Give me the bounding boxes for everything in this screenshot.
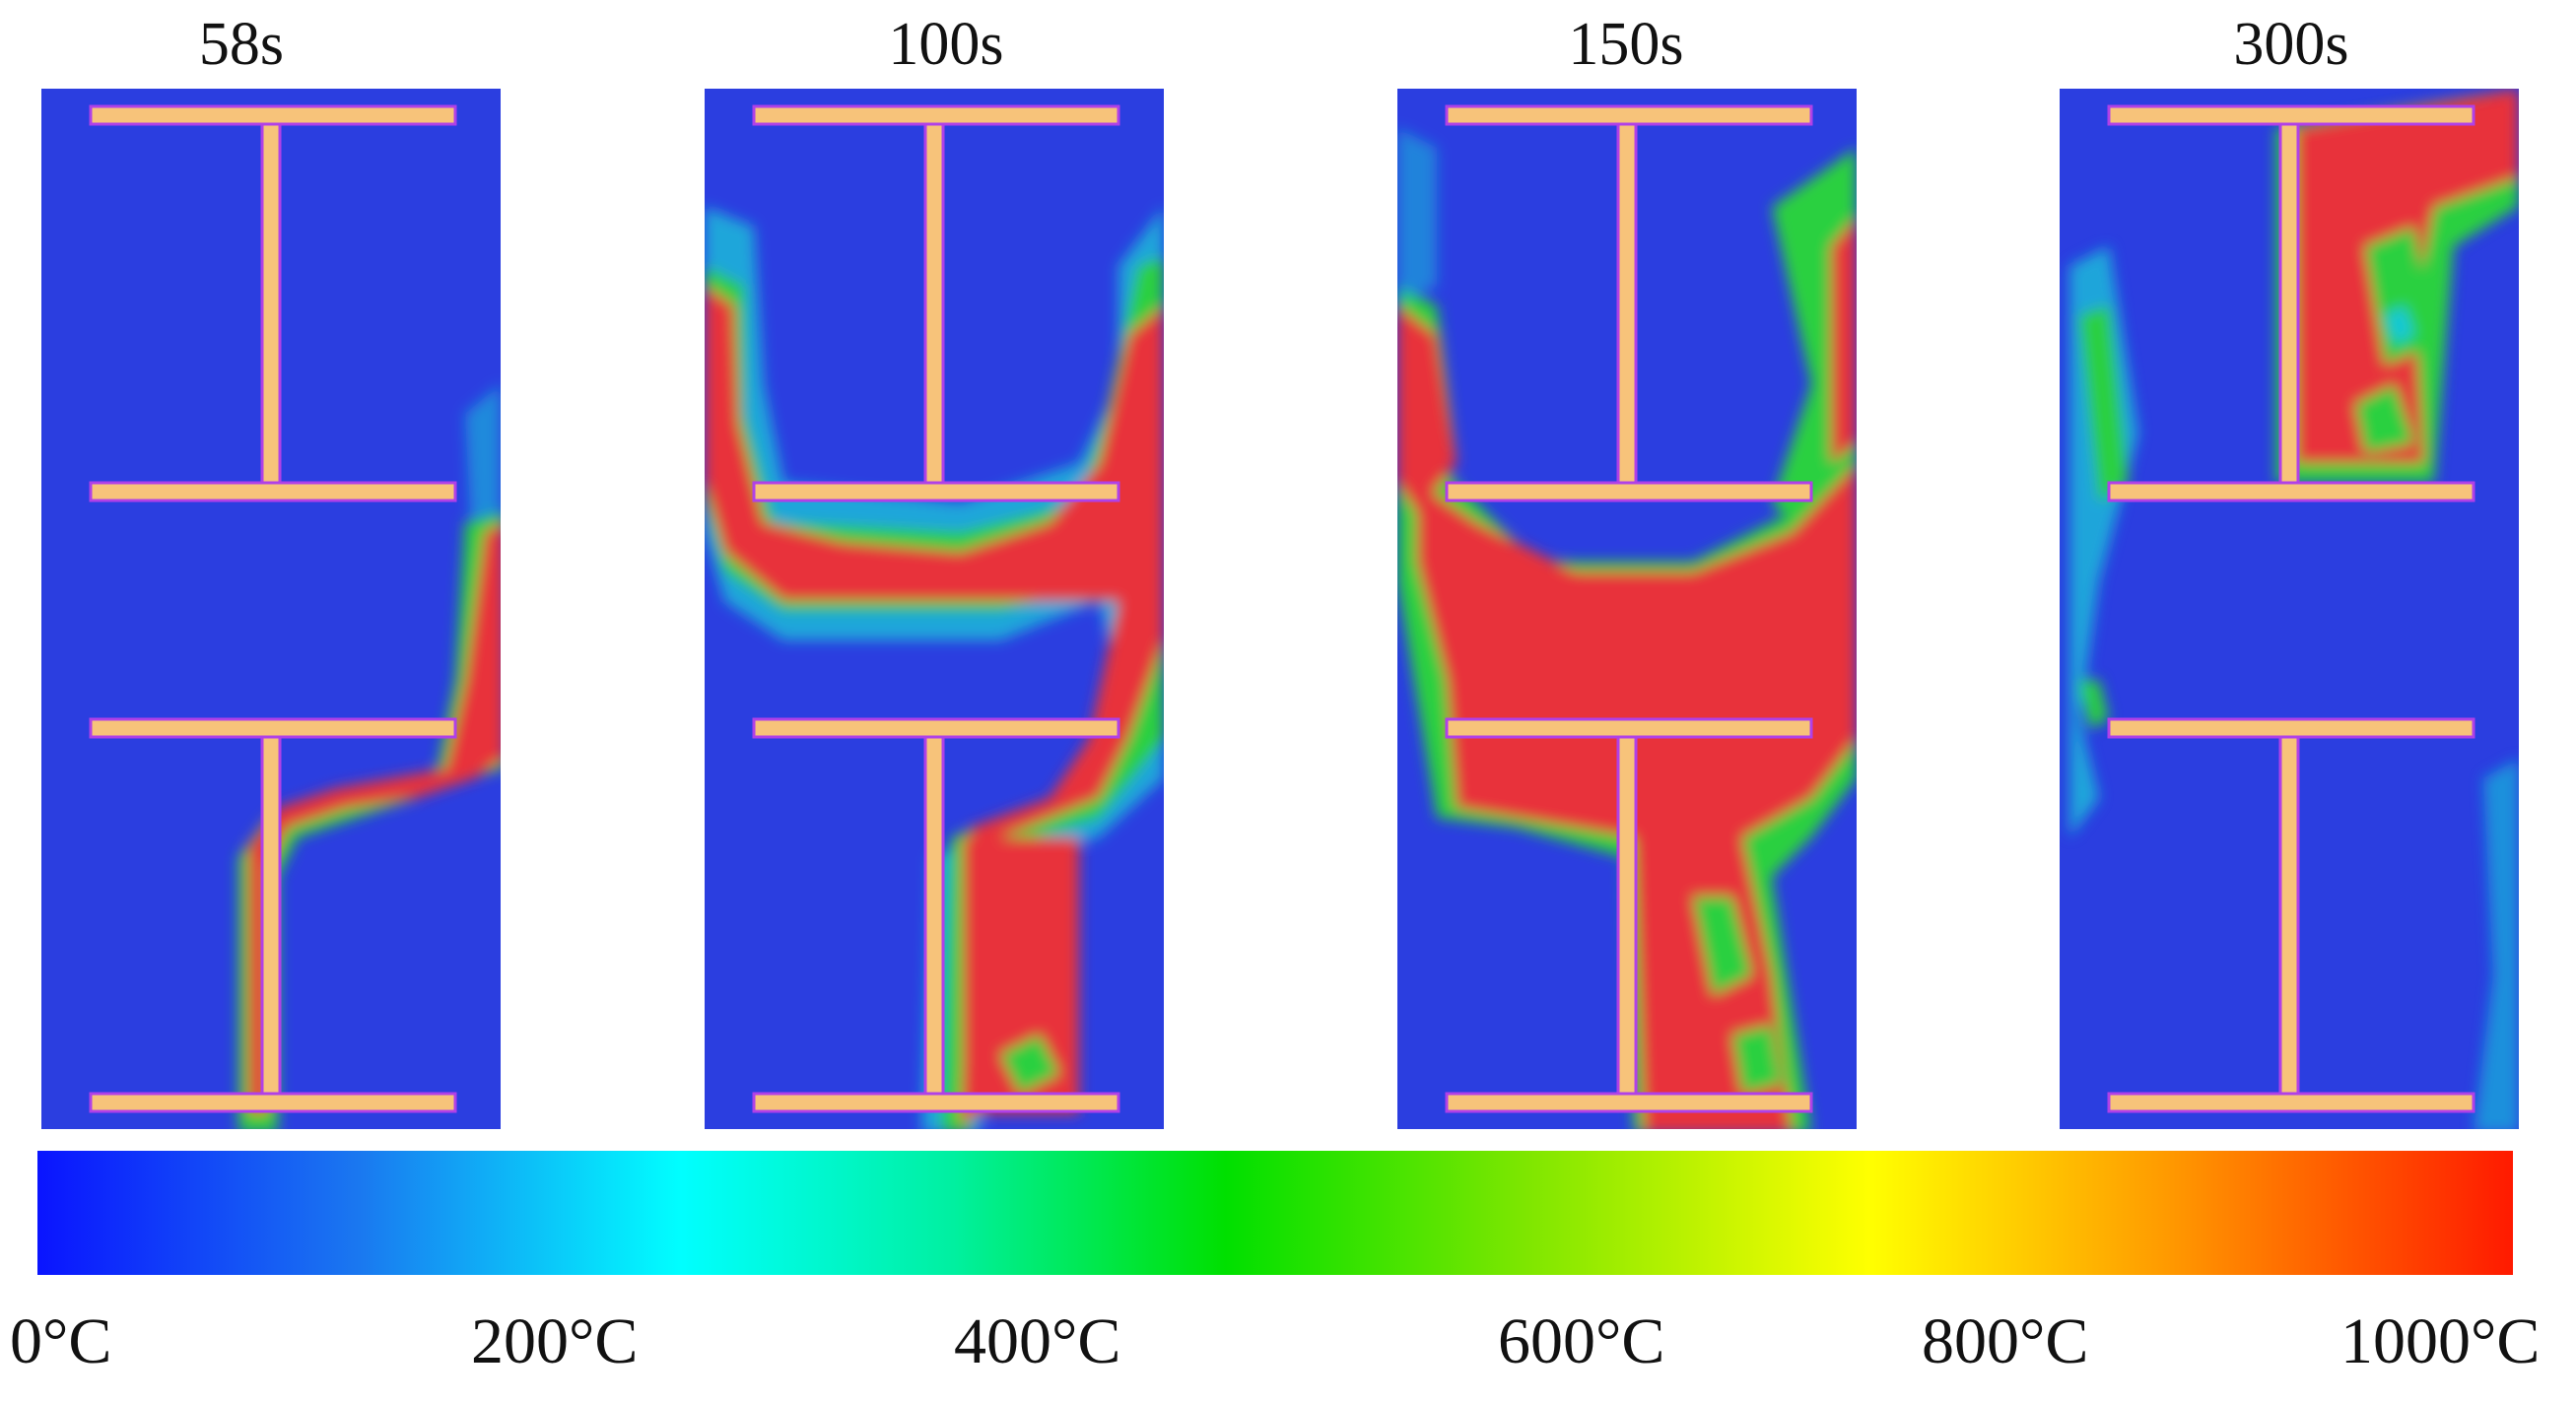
i-beam-lower-bottom-flange	[2107, 1092, 2475, 1113]
i-beam-lower-top-flange	[89, 717, 457, 739]
temperature-panel-58s	[41, 89, 501, 1129]
i-beam-upper-top-flange	[2107, 104, 2475, 126]
i-beam-upper-bottom-flange	[1445, 481, 1813, 502]
i-beam-upper-bottom-flange	[752, 481, 1120, 502]
i-beam-lower-bottom-flange	[752, 1092, 1120, 1113]
i-beam-upper-bottom-flange	[89, 481, 457, 502]
i-beam-lower-top-flange	[2107, 717, 2475, 739]
colorbar-label-800: 800°C	[1922, 1305, 2089, 1377]
colorbar-label-1000: 1000°C	[2340, 1305, 2541, 1377]
i-beam-upper-web	[260, 122, 282, 485]
colorbar-label-600: 600°C	[1498, 1305, 1665, 1377]
colorbar-label-200: 200°C	[471, 1305, 639, 1377]
frame-title-100s: 100s	[888, 11, 1004, 78]
frame-title-58s: 58s	[198, 11, 285, 78]
i-beam-upper-web	[923, 122, 945, 485]
i-beam-lower-web	[260, 735, 282, 1096]
temperature-panel-150s	[1397, 89, 1857, 1129]
i-beam-upper-web	[2278, 122, 2300, 485]
i-beam-lower-bottom-flange	[1445, 1092, 1813, 1113]
colorbar-label-400: 400°C	[954, 1305, 1121, 1377]
colorbar-label-0: 0°C	[10, 1305, 112, 1377]
i-beam-lower-web	[923, 735, 945, 1096]
i-beam-upper-top-flange	[752, 104, 1120, 126]
i-beam-lower-bottom-flange	[89, 1092, 457, 1113]
i-beam-lower-web	[2278, 735, 2300, 1096]
frame-title-300s: 300s	[2233, 11, 2349, 78]
i-beam-upper-top-flange	[89, 104, 457, 126]
i-beam-upper-top-flange	[1445, 104, 1813, 126]
i-beam-lower-top-flange	[752, 717, 1120, 739]
i-beam-upper-bottom-flange	[2107, 481, 2475, 502]
i-beam-lower-web	[1616, 735, 1638, 1096]
i-beam-lower-top-flange	[1445, 717, 1813, 739]
temperature-panel-300s	[2060, 89, 2519, 1129]
frame-title-150s: 150s	[1568, 11, 1684, 78]
temperature-panel-100s	[705, 89, 1164, 1129]
temperature-colorbar	[37, 1151, 2513, 1275]
i-beam-upper-web	[1616, 122, 1638, 485]
